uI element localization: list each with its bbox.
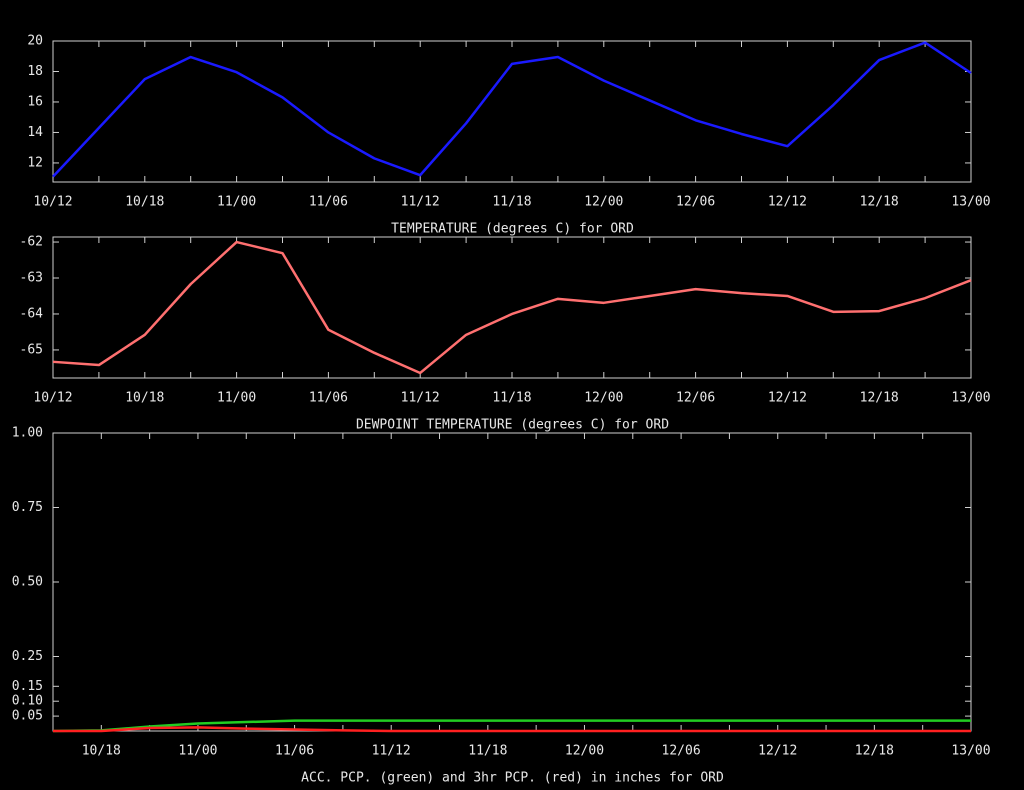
y-tick-label: 0.10 xyxy=(12,694,43,709)
x-tick-label: 11/06 xyxy=(309,195,348,210)
x-tick-label: 12/12 xyxy=(768,391,807,406)
y-tick-label: 14 xyxy=(27,125,43,140)
y-tick-label: 16 xyxy=(27,94,43,109)
x-tick-label: 11/18 xyxy=(492,391,531,406)
x-tick-label: 11/12 xyxy=(372,744,411,759)
x-tick-label: 11/18 xyxy=(468,744,507,759)
x-tick-label: 11/12 xyxy=(401,195,440,210)
y-tick-label: 18 xyxy=(27,64,43,79)
y-tick-label: 20 xyxy=(27,34,43,49)
data-line xyxy=(52,719,971,733)
y-tick-label: 0.25 xyxy=(12,649,43,664)
y-tick-label: -65 xyxy=(20,342,43,357)
y-tick-label: 0.05 xyxy=(12,709,43,724)
x-tick-label: 12/18 xyxy=(860,195,899,210)
x-tick-label: 10/12 xyxy=(33,391,72,406)
y-tick-label: -64 xyxy=(20,306,44,321)
x-tick-label: 12/18 xyxy=(855,744,894,759)
x-tick-label: 12/00 xyxy=(584,195,623,210)
y-tick-label: -62 xyxy=(20,235,43,250)
x-tick-label: 10/12 xyxy=(33,195,72,210)
y-tick-label: -63 xyxy=(20,271,43,286)
x-tick-label: 11/00 xyxy=(217,195,256,210)
x-tick-label: 10/18 xyxy=(82,744,121,759)
data-line xyxy=(52,41,972,178)
plot-frame xyxy=(52,40,972,183)
x-tick-label: 11/06 xyxy=(309,391,348,406)
x-tick-label: 13/00 xyxy=(951,391,990,406)
plot-frame xyxy=(52,432,972,732)
x-tick-label: 11/12 xyxy=(401,391,440,406)
x-tick-label: 12/06 xyxy=(676,195,715,210)
x-tick-label: 11/00 xyxy=(178,744,217,759)
x-tick-label: 12/00 xyxy=(584,391,623,406)
y-tick-label: 0.75 xyxy=(12,500,43,515)
y-tick-label: 0.15 xyxy=(12,679,43,694)
plot-frame xyxy=(52,236,972,379)
x-tick-label: 12/06 xyxy=(676,391,715,406)
x-tick-label: 13/00 xyxy=(951,744,990,759)
x-tick-label: 12/18 xyxy=(860,391,899,406)
y-tick-label: 1.00 xyxy=(12,426,43,441)
x-tick-label: 11/06 xyxy=(275,744,314,759)
data-line xyxy=(52,240,972,375)
x-tick-label: 12/06 xyxy=(662,744,701,759)
y-tick-label: 0.50 xyxy=(12,575,43,590)
x-tick-label: 10/18 xyxy=(125,391,164,406)
x-tick-label: 12/00 xyxy=(565,744,604,759)
y-tick-label: 12 xyxy=(27,155,43,170)
x-tick-label: 11/18 xyxy=(492,195,531,210)
x-tick-label: 10/18 xyxy=(125,195,164,210)
data-line xyxy=(53,726,971,733)
x-tick-label: 13/00 xyxy=(951,195,990,210)
x-tick-label: 12/12 xyxy=(768,195,807,210)
chart-title: DEWPOINT TEMPERATURE (degrees C) for ORD xyxy=(356,418,669,433)
x-tick-label: 12/12 xyxy=(758,744,797,759)
x-tick-label: 11/00 xyxy=(217,391,256,406)
chart-title: TEMPERATURE (degrees C) for ORD xyxy=(391,222,634,237)
chart-title: ACC. PCP. (green) and 3hr PCP. (red) in … xyxy=(301,771,724,786)
